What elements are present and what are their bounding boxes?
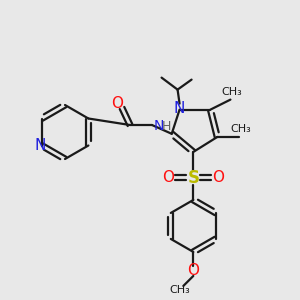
Text: N: N — [154, 119, 164, 133]
Circle shape — [186, 171, 200, 185]
Text: O: O — [187, 263, 199, 278]
Text: CH₃: CH₃ — [221, 87, 242, 97]
Text: O: O — [162, 170, 174, 185]
Text: N: N — [174, 101, 185, 116]
Text: O: O — [111, 95, 123, 110]
Text: N: N — [35, 138, 46, 153]
Text: S: S — [187, 169, 199, 187]
Text: CH₃: CH₃ — [169, 285, 190, 295]
Text: CH₃: CH₃ — [230, 124, 250, 134]
Text: H: H — [161, 119, 171, 133]
Text: O: O — [212, 170, 224, 185]
